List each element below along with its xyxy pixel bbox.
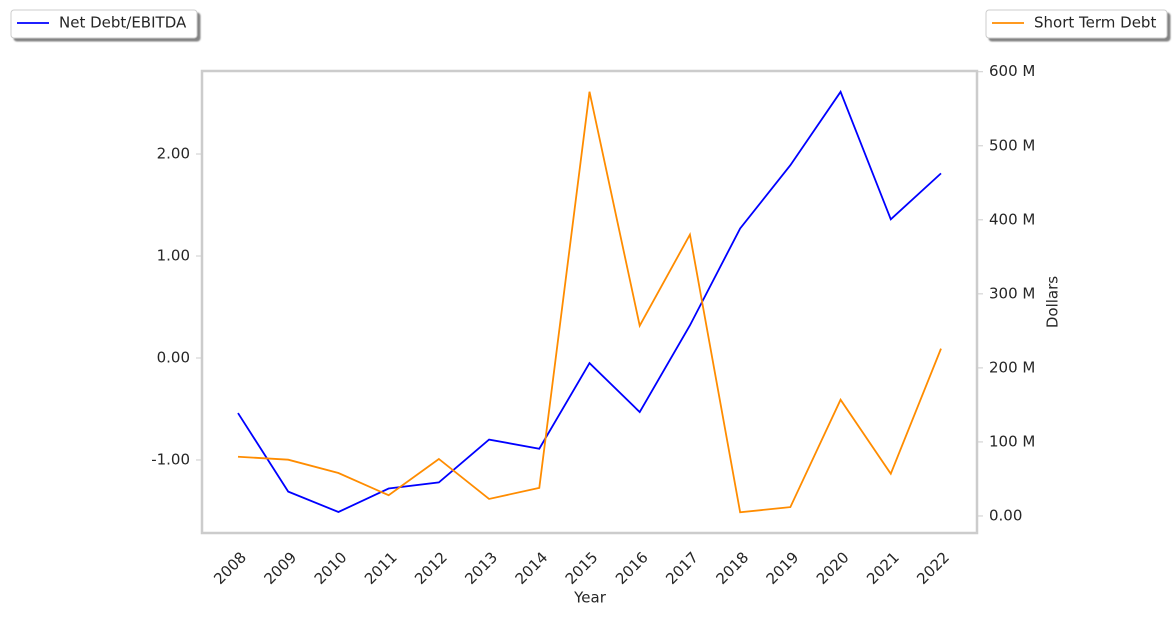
x-tick-label: 2020 bbox=[813, 548, 853, 588]
x-tick-label: 2012 bbox=[411, 548, 451, 588]
x-tick-label: 2014 bbox=[512, 548, 552, 588]
x-tick-label: 2013 bbox=[461, 548, 501, 588]
plot-frame bbox=[200, 69, 979, 535]
y2-axis-label: Dollars bbox=[1044, 276, 1062, 328]
y-tick-label: 2.00 bbox=[157, 145, 190, 163]
y-tick-label: 0.00 bbox=[157, 348, 190, 366]
y2-tick-label: 0.00 bbox=[989, 506, 1022, 524]
series-line bbox=[237, 89, 942, 513]
x-tick-label: 2022 bbox=[913, 548, 953, 588]
y2-tick-label: 100 M bbox=[989, 432, 1035, 450]
x-tick-label: 2011 bbox=[361, 548, 401, 588]
x-tick-label: 2010 bbox=[311, 548, 351, 588]
x-tick-label: 2018 bbox=[712, 548, 752, 588]
y2-tick-label: 500 M bbox=[989, 136, 1035, 154]
y2-tick-label: 300 M bbox=[989, 284, 1035, 302]
y-tick-label: -1.00 bbox=[151, 450, 190, 468]
legend-box bbox=[985, 9, 1168, 39]
x-tick-label: 2019 bbox=[763, 548, 803, 588]
y-tick-label: 1.00 bbox=[157, 247, 190, 265]
x-axis-label: Year bbox=[573, 589, 607, 607]
y2-tick-label: 200 M bbox=[989, 358, 1035, 376]
legend-box bbox=[10, 9, 198, 39]
x-tick-label: 2017 bbox=[662, 548, 702, 588]
x-tick-label: 2008 bbox=[210, 548, 250, 588]
series-line bbox=[237, 91, 942, 514]
legend-label: Short Term Debt bbox=[1034, 14, 1156, 32]
x-tick-label: 2021 bbox=[863, 548, 903, 588]
y2-tick-label: 400 M bbox=[989, 210, 1035, 228]
x-tick-label: 2016 bbox=[612, 548, 652, 588]
x-tick-label: 2015 bbox=[562, 548, 602, 588]
x-tick-label: 2009 bbox=[260, 548, 300, 588]
y2-tick-label: 600 M bbox=[989, 62, 1035, 80]
legend-label: Net Debt/EBITDA bbox=[59, 14, 187, 32]
